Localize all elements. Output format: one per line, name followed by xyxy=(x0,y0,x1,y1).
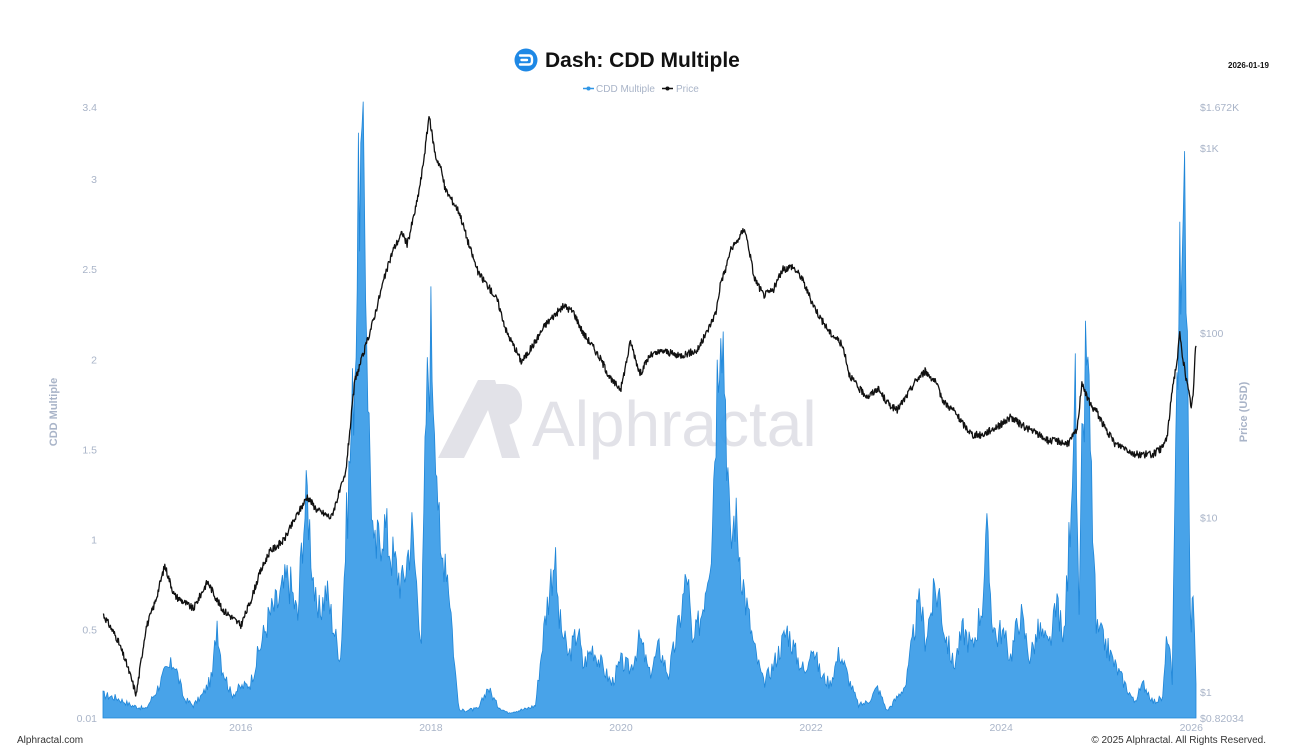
footer-right: © 2025 Alphractal. All Rights Reserved. xyxy=(1091,735,1266,746)
y-left-tick-label: 1 xyxy=(91,535,97,547)
y-right-tick-label: $1K xyxy=(1200,143,1219,155)
watermark-text: Alphractal xyxy=(532,388,817,460)
watermark: Alphractal xyxy=(438,380,817,460)
y-right-tick-label: $1.672K xyxy=(1200,102,1239,114)
y-left-tick-label: 2.5 xyxy=(82,264,97,276)
legend-item-price[interactable]: Price xyxy=(662,84,699,95)
x-tick-label: 2026 xyxy=(1180,722,1204,734)
legend-item-cdd[interactable]: CDD Multiple xyxy=(583,84,655,95)
footer-left[interactable]: Alphractal.com xyxy=(17,735,83,746)
y-left-tick-label: 1.5 xyxy=(82,444,97,456)
dash-logo-icon xyxy=(514,48,538,72)
x-tick-label: 2016 xyxy=(229,722,253,734)
y-left-axis-title: CDD Multiple xyxy=(48,378,60,446)
y-left-tick-label: 0.01 xyxy=(77,713,98,725)
legend-label-price: Price xyxy=(676,84,699,95)
footer: Alphractal.com © 2025 Alphractal. All Ri… xyxy=(17,735,1266,746)
legend-label-cdd: CDD Multiple xyxy=(596,84,655,95)
cdd-multiple-series xyxy=(102,101,1197,719)
date-label: 2026-01-19 xyxy=(1228,61,1269,70)
x-tick-label: 2024 xyxy=(989,722,1013,734)
y-right-tick-label: $1 xyxy=(1200,687,1212,699)
y-right-tick-label: $100 xyxy=(1200,328,1224,340)
y-right-tick-label: $10 xyxy=(1200,512,1218,524)
legend: CDD Multiple Price xyxy=(583,84,699,95)
y-left-tick-label: 2 xyxy=(91,354,97,366)
x-tick-label: 2018 xyxy=(419,722,443,734)
x-tick-label: 2020 xyxy=(609,722,633,734)
price-series xyxy=(102,115,1197,697)
y-left-tick-label: 3 xyxy=(91,174,97,186)
chart-title: Dash: CDD Multiple xyxy=(545,49,740,72)
y-left-tick-label: 0.5 xyxy=(82,625,97,637)
header: Dash: CDD Multiple 2026-01-19 xyxy=(514,48,1269,72)
alphractal-logo xyxy=(438,380,522,458)
y-right-tick-label: $0.82034 xyxy=(1200,713,1244,725)
x-tick-label: 2022 xyxy=(799,722,823,734)
y-right-axis-title: Price (USD) xyxy=(1238,381,1250,442)
y-left-tick-label: 3.4 xyxy=(82,102,97,114)
